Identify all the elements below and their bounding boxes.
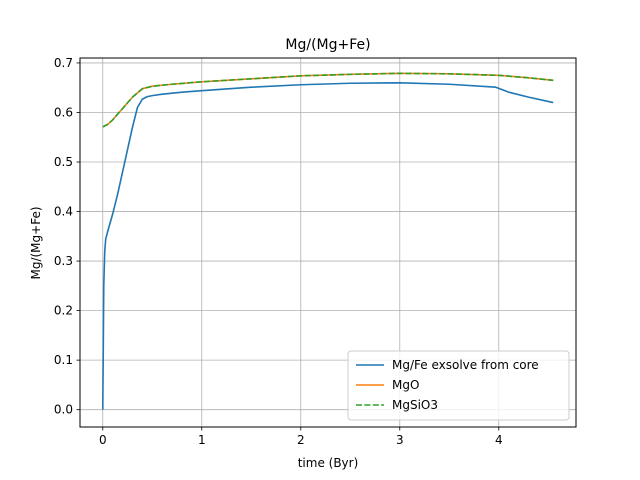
- legend: Mg/Fe exsolve from core MgO MgSiO3: [347, 350, 570, 421]
- grid: [80, 58, 576, 427]
- series-line: [102, 72, 554, 128]
- y-tick-label: 0.7: [54, 56, 73, 70]
- x-tick-label: 0: [99, 433, 107, 447]
- legend-label: Mg/Fe exsolve from core: [392, 358, 539, 372]
- axes-frame: [79, 57, 577, 428]
- y-tick-label: 0.4: [54, 205, 73, 219]
- legend-label: MgO: [392, 378, 419, 392]
- y-tick-label: 0.0: [54, 403, 73, 417]
- ticks: 0 1 2 3 4 0.0 0.1 0.2 0.3 0.4 0.5 0.6 0.7: [54, 56, 503, 447]
- y-tick-label: 0.6: [54, 105, 73, 119]
- y-axis-label: Mg/(Mg+Fe): [29, 206, 43, 279]
- x-axis-label: time (Byr): [298, 456, 359, 470]
- y-tick-label: 0.1: [54, 353, 73, 367]
- x-tick-label: 1: [198, 433, 206, 447]
- chart-title: Mg/(Mg+Fe): [285, 37, 370, 53]
- legend-box: [347, 350, 570, 421]
- y-tick-label: 0.2: [54, 304, 73, 318]
- y-tick-label: 0.3: [54, 254, 73, 268]
- x-tick-label: 2: [297, 433, 305, 447]
- y-tick-label: 0.5: [54, 155, 73, 169]
- x-tick-label: 3: [396, 433, 404, 447]
- series-line: [101, 81, 554, 410]
- legend-label: MgSiO3: [392, 398, 438, 412]
- x-tick-label: 4: [495, 433, 503, 447]
- plot-lines: [101, 72, 554, 410]
